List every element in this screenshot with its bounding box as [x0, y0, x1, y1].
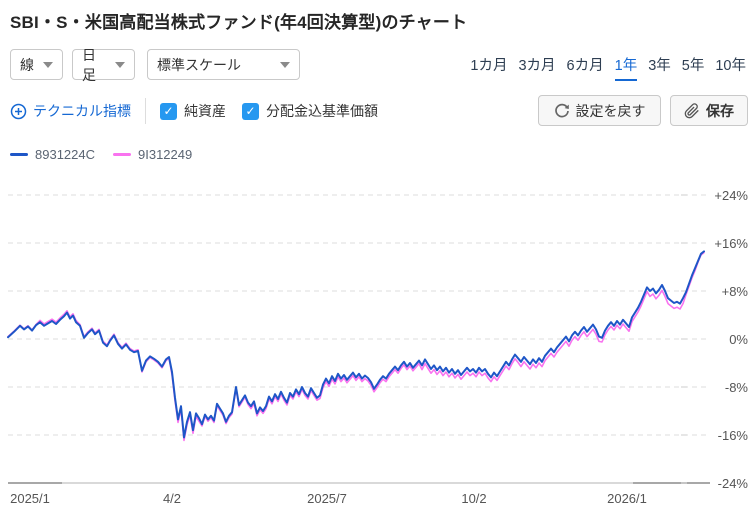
range-tabs: 1カ月 3カ月 6カ月 1年 3年 5年 10年 — [470, 54, 746, 81]
range-tab-1カ月[interactable]: 1カ月 — [470, 58, 508, 74]
checkbox-checked-icon: ✓ — [242, 102, 259, 120]
chevron-down-icon — [43, 61, 53, 68]
range-tab-6カ月[interactable]: 6カ月 — [566, 58, 604, 74]
chart-type-value: 線 — [20, 56, 34, 73]
price-chart[interactable]: +24% +16% +8% 0% -8% -16% -24% 2025/1 4/2 2025/7 1… — [0, 180, 754, 517]
legend-swatch-icon — [10, 153, 28, 156]
x-axis-label: 2025/1 — [10, 491, 50, 506]
x-axis-label: 2025/7 — [307, 491, 347, 506]
legend-swatch-icon — [113, 153, 131, 156]
legend-label: 9I312249 — [138, 147, 193, 162]
range-tab-3年[interactable]: 3年 — [648, 58, 671, 74]
y-axis-label: +8% — [722, 284, 749, 299]
y-axis-label: -8% — [725, 380, 749, 395]
range-tab-1年[interactable]: 1年 — [614, 54, 638, 81]
chart-type-dropdown[interactable]: 線 — [10, 49, 63, 80]
scale-value: 標準スケール — [157, 56, 241, 73]
reset-settings-button[interactable]: 設定を戻す — [538, 95, 661, 126]
reset-icon — [554, 103, 569, 117]
save-button[interactable]: 保存 — [670, 95, 748, 126]
scale-dropdown[interactable]: 標準スケール — [147, 49, 300, 80]
chart-controls-row: テクニカル指標 ✓ 純資産 ✓ 分配金込基準価額 — [10, 96, 394, 126]
distribution-included-checkbox[interactable]: ✓ 分配金込基準価額 — [242, 101, 378, 121]
plus-circle-icon — [10, 103, 27, 119]
net-assets-label: 純資産 — [184, 103, 226, 119]
legend: 8931224C 9I312249 — [10, 147, 192, 162]
distribution-included-label: 分配金込基準価額 — [266, 103, 378, 119]
vertical-divider — [145, 98, 146, 124]
interval-value: 日足 — [82, 46, 96, 83]
range-tab-3カ月[interactable]: 3カ月 — [518, 58, 556, 74]
chevron-down-icon — [280, 61, 290, 68]
chevron-down-icon — [115, 61, 125, 68]
legend-item: 8931224C — [10, 147, 95, 162]
series-line-9I312249 — [7, 251, 705, 442]
net-assets-checkbox[interactable]: ✓ 純資産 — [160, 101, 226, 121]
page-title: SBI・S・米国高配当株式ファンド(年4回決算型)のチャート — [10, 13, 468, 32]
y-axis-label: -24% — [718, 476, 749, 491]
checkbox-checked-icon: ✓ — [160, 102, 177, 120]
x-axis-label: 10/2 — [461, 491, 486, 506]
legend-item: 9I312249 — [113, 147, 192, 162]
range-tab-5年[interactable]: 5年 — [681, 58, 705, 74]
technical-indicator-label: テクニカル指標 — [33, 103, 131, 119]
reset-settings-label: 設定を戻す — [575, 102, 646, 119]
y-axis-label: +16% — [714, 236, 748, 251]
y-axis-label: +24% — [714, 188, 748, 203]
interval-dropdown[interactable]: 日足 — [72, 47, 135, 83]
save-label: 保存 — [706, 102, 734, 119]
technical-indicator-button[interactable]: テクニカル指標 — [10, 101, 131, 121]
y-axis-label: -16% — [718, 428, 749, 443]
range-tab-10年[interactable]: 10年 — [715, 58, 746, 74]
paperclip-icon — [684, 102, 699, 118]
y-axis-label: 0% — [729, 332, 748, 347]
series-line-8931224C — [7, 250, 705, 439]
x-axis-label: 4/2 — [163, 491, 181, 506]
legend-label: 8931224C — [35, 147, 95, 162]
x-axis-label: 2026/1 — [607, 491, 647, 506]
